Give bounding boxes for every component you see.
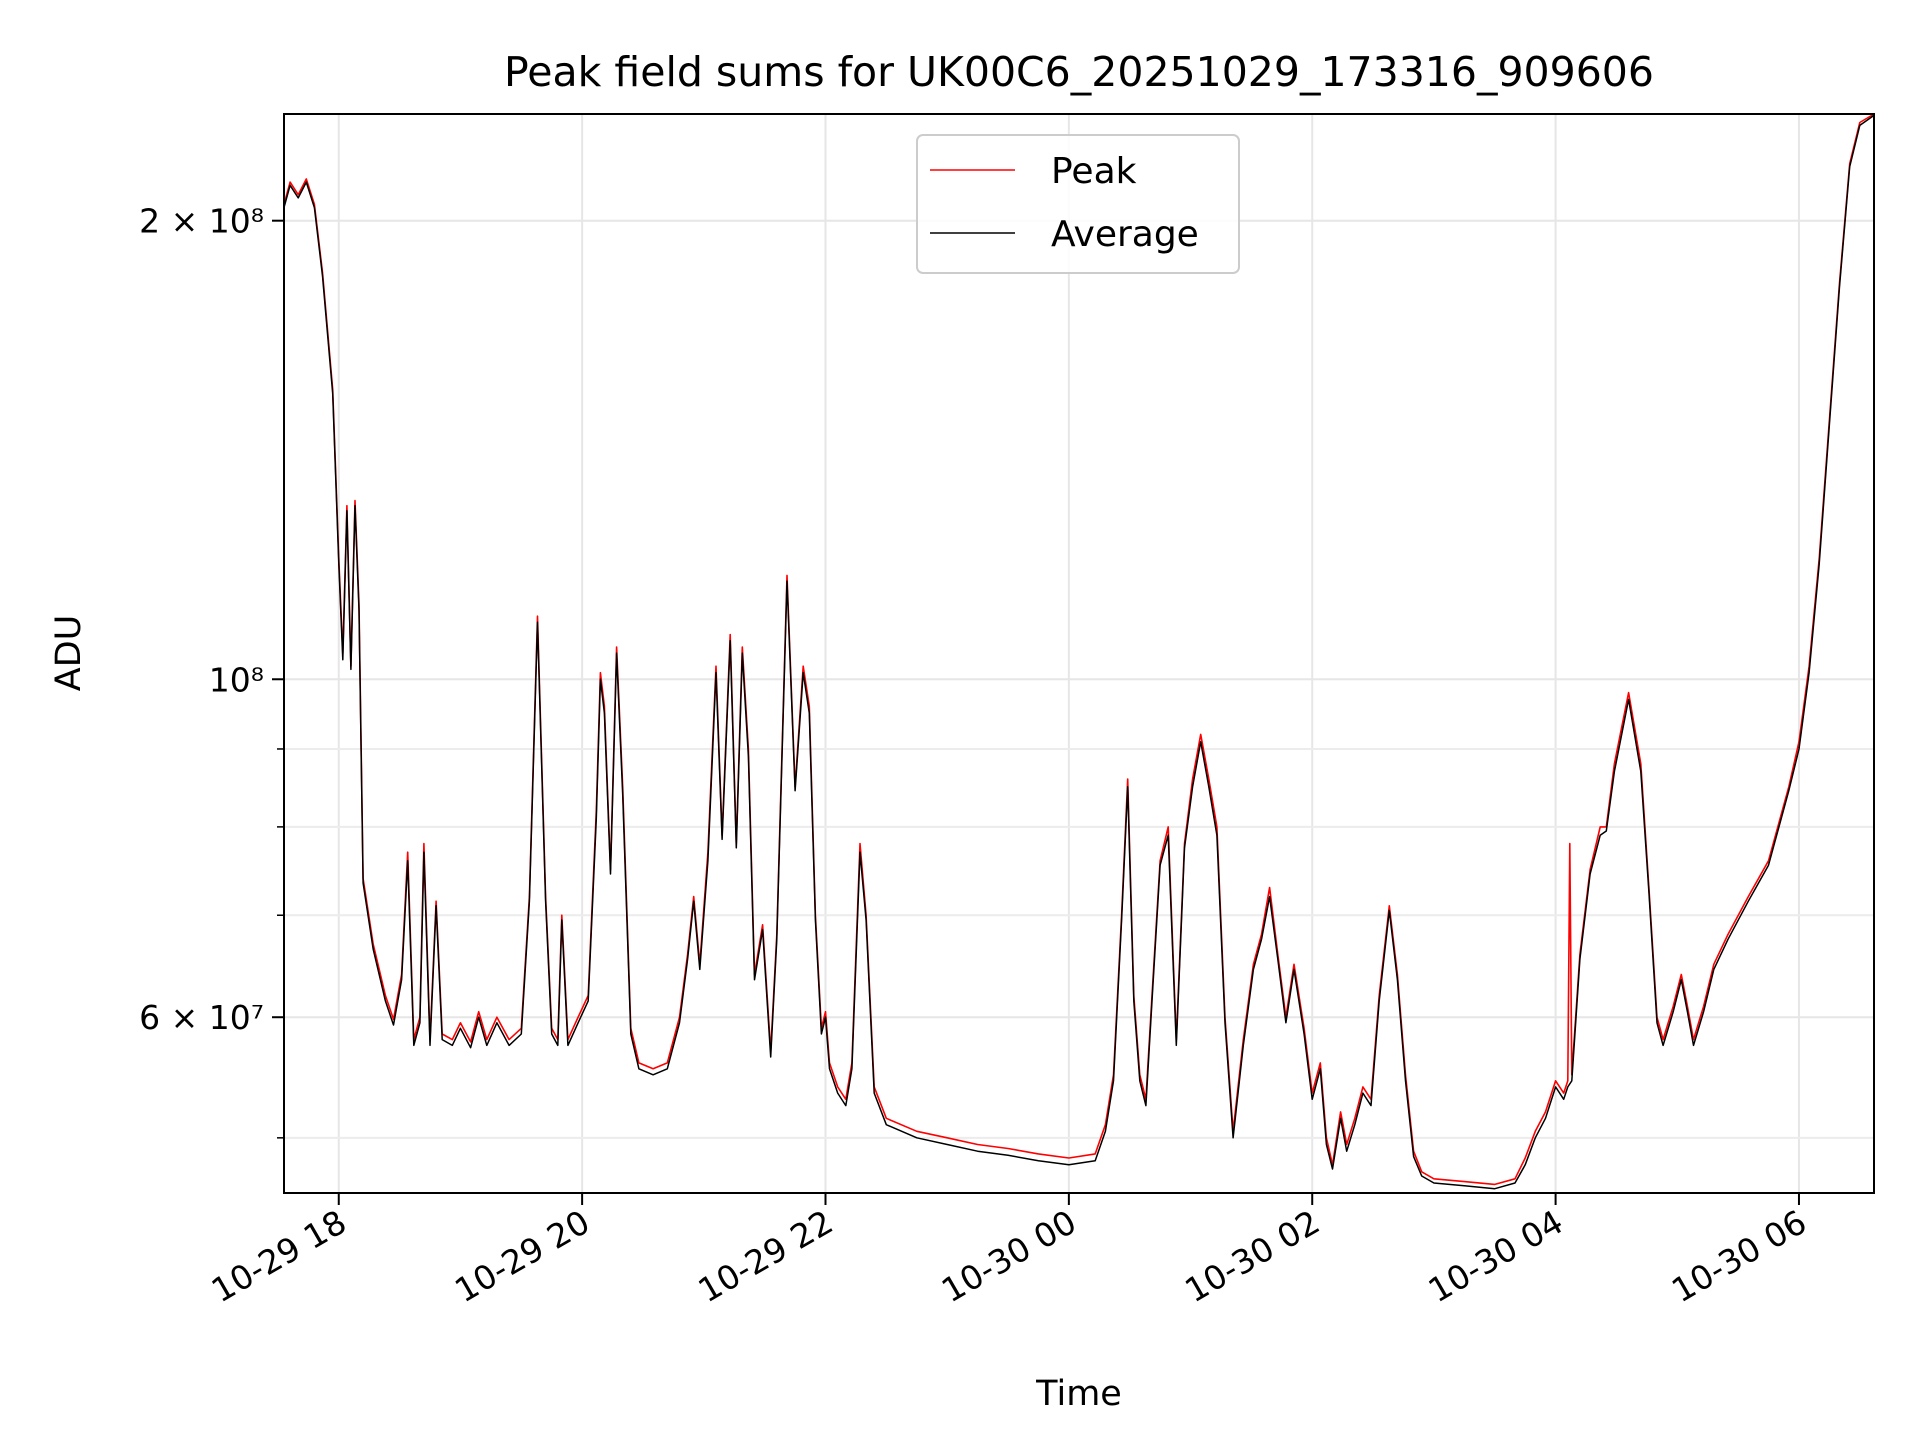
series-line-average xyxy=(283,114,1875,1190)
legend: Peak Average xyxy=(916,134,1240,274)
series-layer xyxy=(283,113,1875,1190)
plot-frame xyxy=(283,113,1875,1194)
y-tick-label-1: 10⁸ xyxy=(209,660,264,699)
x-axis-label: Time xyxy=(1035,1374,1122,1414)
legend-label-peak: Peak xyxy=(1051,151,1137,192)
y-tick-label-2: 2 × 10⁸ xyxy=(139,202,264,241)
y-axis-label: ADU xyxy=(49,615,89,692)
series-line-peak xyxy=(283,113,1875,1186)
legend-label-average: Average xyxy=(1051,214,1199,255)
y-tick-label-0: 6 × 10⁷ xyxy=(139,998,264,1037)
chart-title: Peak field sums for UK00C6_20251029_1733… xyxy=(504,48,1654,96)
